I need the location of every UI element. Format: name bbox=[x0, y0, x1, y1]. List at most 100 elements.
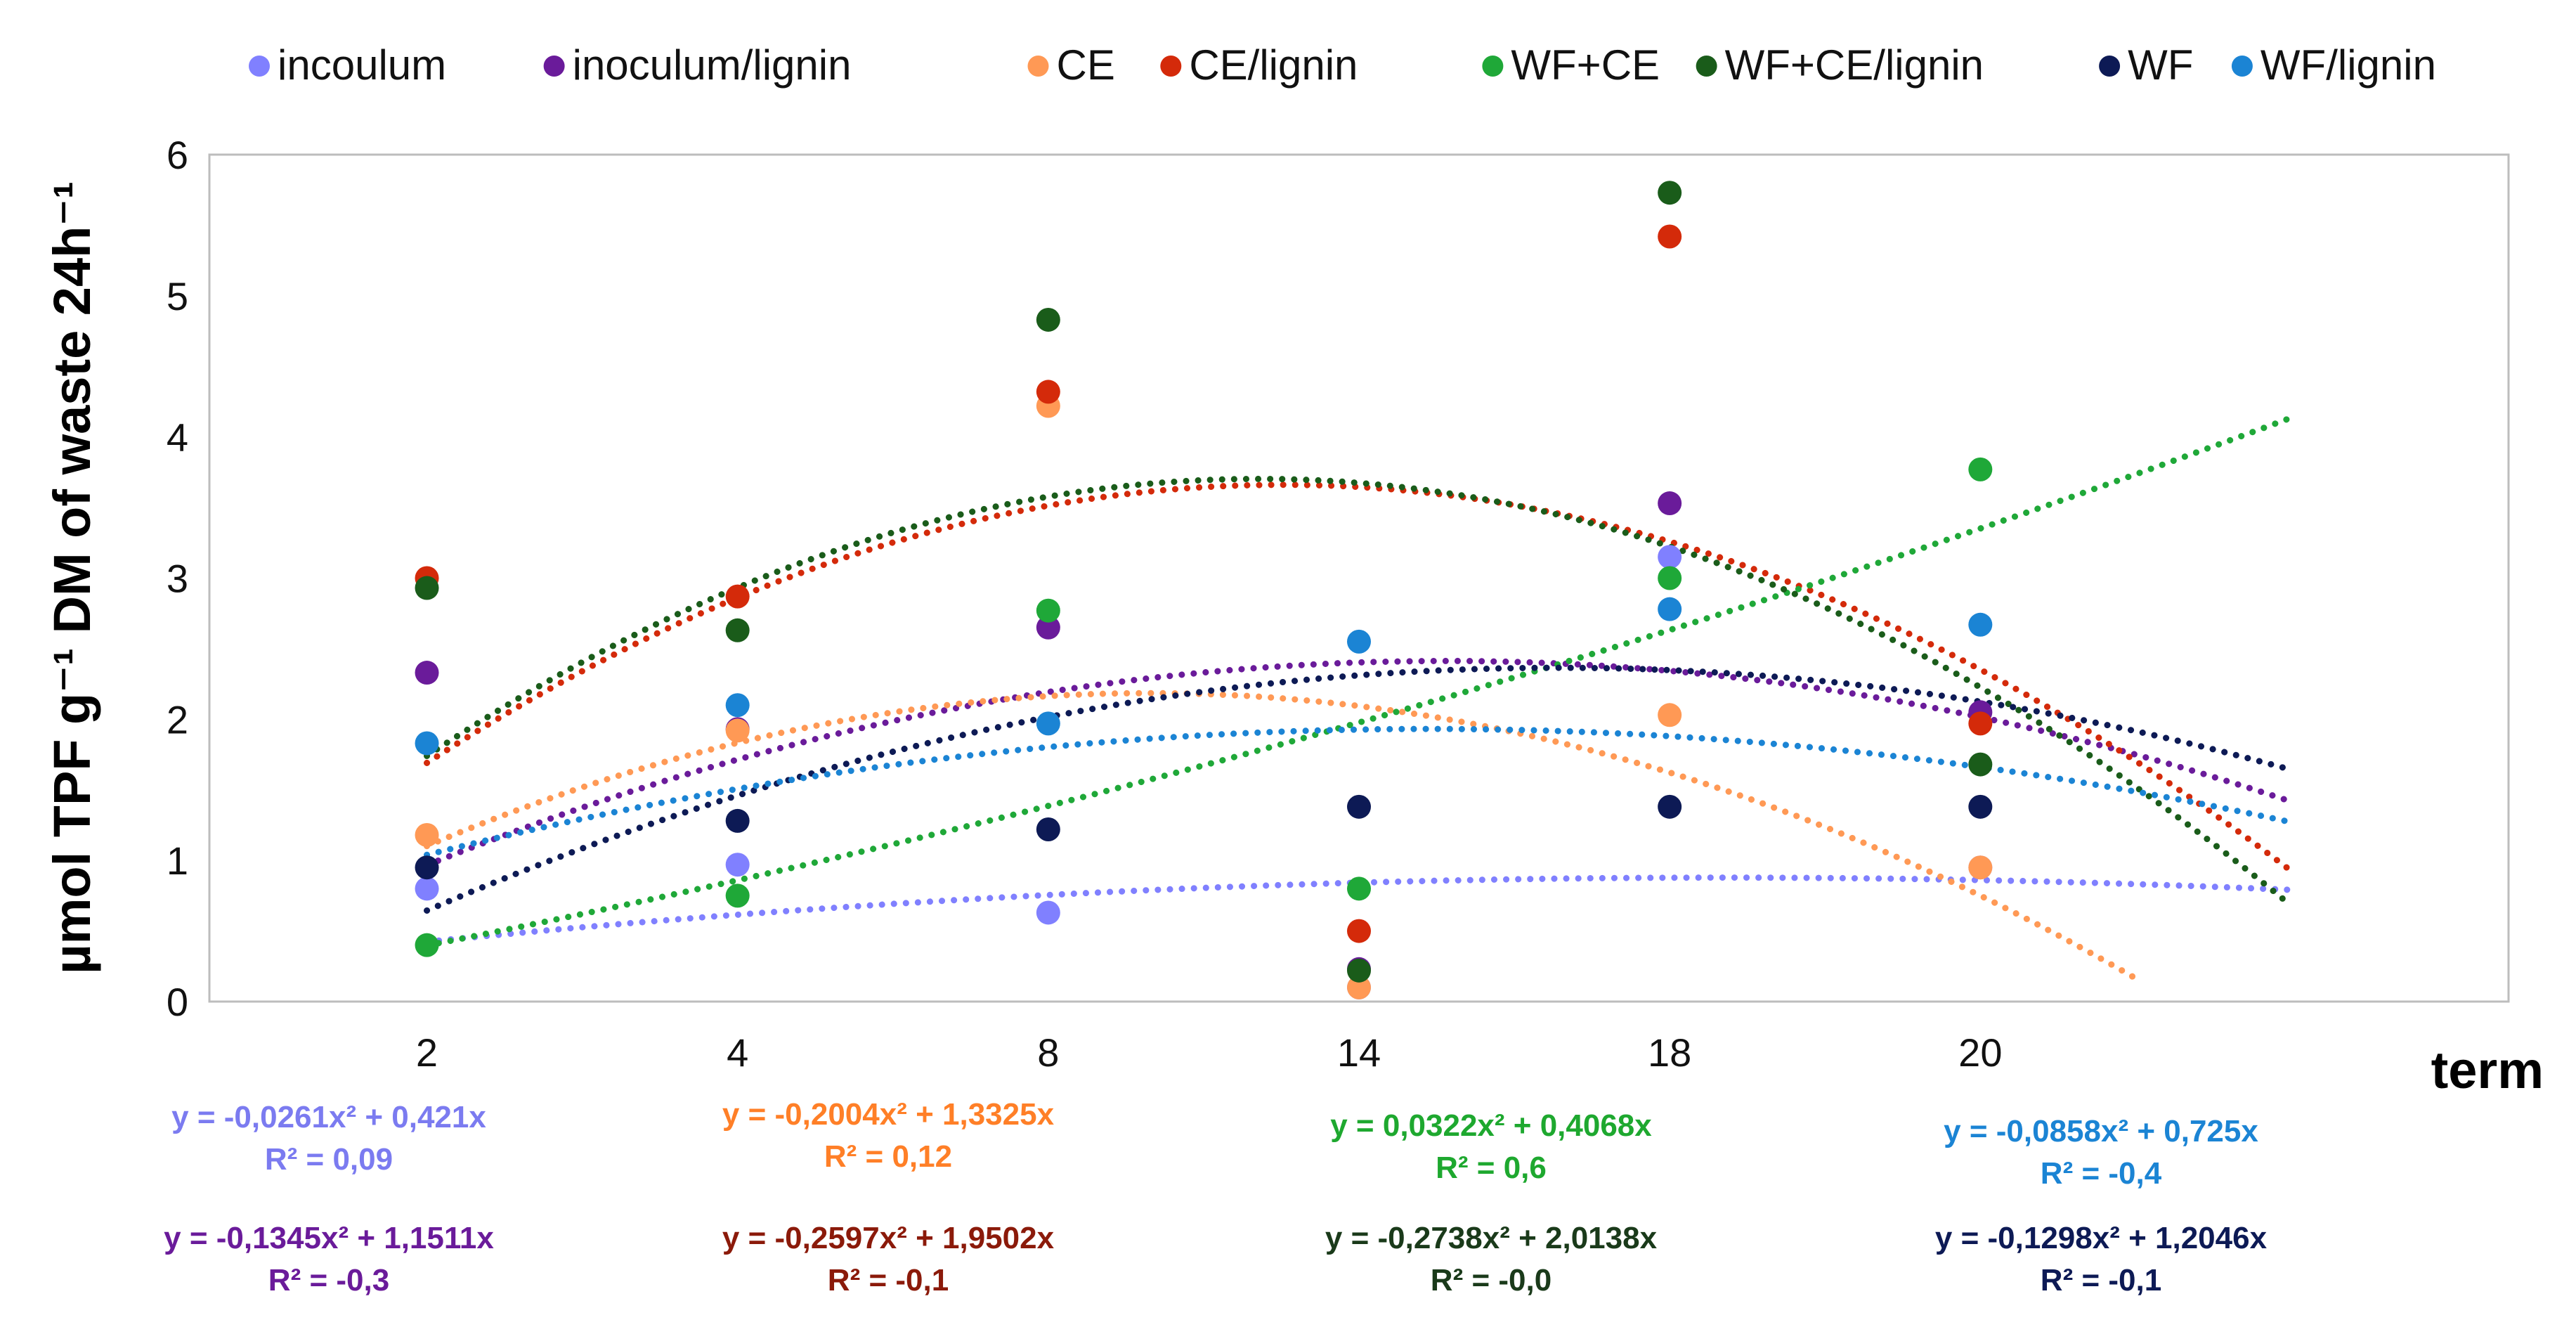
legend-marker bbox=[2099, 56, 2121, 77]
data-point bbox=[1347, 629, 1371, 654]
data-point bbox=[415, 661, 439, 685]
trendline-equation: y = -0,0858x² + 0,725x R² = -0,4 bbox=[1869, 1111, 2333, 1195]
data-point bbox=[1658, 703, 1682, 727]
legend-marker bbox=[543, 56, 565, 77]
data-point bbox=[1347, 975, 1371, 999]
trendline-equation: y = -0,0261x² + 0,421x R² = 0,09 bbox=[97, 1096, 561, 1181]
trendline-equation: y = -0,2597x² + 1,9502x R² = -0,1 bbox=[656, 1217, 1120, 1302]
trendline-WF+CE/lignin bbox=[424, 475, 2294, 909]
data-point bbox=[1347, 794, 1371, 819]
x-axis-label: term bbox=[2431, 1041, 2544, 1099]
equation-formula: y = -0,1345x² + 1,1511x bbox=[164, 1221, 494, 1255]
y-tick-label: 6 bbox=[167, 133, 188, 177]
legend-marker bbox=[249, 56, 270, 77]
legend-marker bbox=[1696, 56, 1717, 77]
data-point bbox=[1347, 958, 1371, 983]
data-points bbox=[415, 181, 1993, 999]
data-point bbox=[1658, 566, 1682, 590]
data-point bbox=[725, 718, 750, 743]
data-point bbox=[1036, 615, 1060, 640]
legend-item: CE bbox=[1027, 41, 1115, 89]
data-point bbox=[1658, 224, 1682, 249]
y-axis-ticks: 0 1 2 3 4 5 6 bbox=[167, 133, 188, 1024]
legend: incoulum inoculum/lignin CE CE/lignin WF+CE W… bbox=[249, 41, 2436, 89]
trendline-WF/lignin bbox=[424, 725, 2294, 858]
data-point bbox=[1658, 545, 1682, 569]
data-point bbox=[1658, 491, 1682, 516]
data-point bbox=[1658, 181, 1682, 205]
x-tick-label: 14 bbox=[1337, 1030, 1381, 1075]
trendline-equation: y = -0,2004x² + 1,3325x R² = 0,12 bbox=[656, 1094, 1120, 1178]
legend-item: CE/lignin bbox=[1160, 41, 1358, 89]
trendline-equation: y = -0,1345x² + 1,1511x R² = -0,3 bbox=[97, 1217, 561, 1302]
plot-area-frame bbox=[208, 153, 2510, 1003]
data-point bbox=[1968, 711, 1993, 736]
y-tick-label: 5 bbox=[167, 274, 188, 318]
y-axis-label: µmol TPF g⁻¹ DM of waste 24h⁻¹ bbox=[43, 181, 101, 974]
data-point bbox=[1968, 457, 1993, 481]
data-point bbox=[1658, 794, 1682, 819]
y-tick-label: 1 bbox=[167, 839, 188, 883]
data-point bbox=[725, 853, 750, 877]
equation-formula: y = -0,2004x² + 1,3325x bbox=[722, 1097, 1055, 1132]
trendline-equation: y = 0,0322x² + 0,4068x R² = 0,6 bbox=[1259, 1105, 1723, 1189]
data-point bbox=[725, 808, 750, 833]
legend-item: incoulum bbox=[249, 41, 446, 89]
legend-marker bbox=[2231, 56, 2253, 77]
legend-marker bbox=[1027, 56, 1049, 77]
y-tick-label: 4 bbox=[167, 415, 188, 460]
data-point bbox=[415, 855, 439, 880]
equation-formula: y = -0,2597x² + 1,9502x bbox=[722, 1221, 1055, 1255]
trendline-inoculum/lignin bbox=[424, 657, 2294, 869]
data-point bbox=[1036, 307, 1060, 332]
legend-label: WF bbox=[2128, 41, 2193, 89]
legend-label: WF+CE/lignin bbox=[1725, 41, 1984, 89]
data-point bbox=[415, 731, 439, 756]
data-point bbox=[1036, 598, 1060, 623]
equation-r-squared: R² = -0,1 bbox=[2040, 1263, 2162, 1297]
trendline-CE bbox=[424, 690, 2139, 982]
trendline-equation: y = -0,1298x² + 1,2046x R² = -0,1 bbox=[1869, 1217, 2333, 1302]
legend-item: WF+CE bbox=[1482, 41, 1660, 89]
data-point bbox=[1347, 876, 1371, 901]
data-point bbox=[415, 576, 439, 600]
legend-item: inoculum/lignin bbox=[543, 41, 852, 89]
equation-r-squared: R² = -0,4 bbox=[2040, 1156, 2162, 1191]
data-point bbox=[1968, 752, 1993, 777]
x-tick-label: 2 bbox=[416, 1030, 438, 1075]
equation-formula: y = -0,0261x² + 0,421x bbox=[171, 1100, 486, 1134]
equation-r-squared: R² = -0,1 bbox=[827, 1263, 949, 1297]
data-point bbox=[725, 693, 750, 718]
equation-formula: y = -0,1298x² + 1,2046x bbox=[1934, 1221, 2268, 1255]
legend-label: incoulum bbox=[278, 41, 446, 89]
x-tick-label: 4 bbox=[727, 1030, 748, 1075]
y-tick-label: 2 bbox=[167, 697, 188, 742]
legend-label: WF+CE bbox=[1511, 41, 1660, 89]
x-tick-label: 8 bbox=[1037, 1030, 1059, 1075]
data-point bbox=[1036, 380, 1060, 404]
x-tick-label: 20 bbox=[1958, 1030, 2002, 1075]
data-point bbox=[1658, 597, 1682, 621]
legend-item: WF bbox=[2099, 41, 2193, 89]
data-point bbox=[1968, 612, 1993, 637]
equation-r-squared: R² = -0,3 bbox=[268, 1263, 390, 1297]
data-point bbox=[415, 933, 439, 957]
data-point bbox=[1036, 817, 1060, 841]
x-axis-ticks: 2 4 8 14 18 20 bbox=[416, 1030, 2003, 1075]
legend-item: WF/lignin bbox=[2231, 41, 2436, 89]
data-point bbox=[1036, 900, 1060, 925]
legend-marker bbox=[1482, 56, 1504, 77]
data-point bbox=[415, 823, 439, 848]
equation-r-squared: R² = 0,09 bbox=[264, 1142, 393, 1177]
trendline-equation: y = -0,2738x² + 2,0138x R² = -0,0 bbox=[1259, 1217, 1723, 1302]
data-point bbox=[1036, 711, 1060, 736]
y-tick-label: 0 bbox=[167, 980, 188, 1024]
legend-item: WF+CE/lignin bbox=[1696, 41, 1984, 89]
y-tick-label: 3 bbox=[167, 557, 188, 601]
equation-formula: y = -0,2738x² + 2,0138x bbox=[1325, 1221, 1658, 1255]
legend-label: CE/lignin bbox=[1189, 41, 1358, 89]
equation-formula: y = 0,0322x² + 0,4068x bbox=[1330, 1108, 1652, 1143]
equation-r-squared: R² = 0,6 bbox=[1436, 1151, 1547, 1185]
data-point bbox=[1347, 919, 1371, 943]
